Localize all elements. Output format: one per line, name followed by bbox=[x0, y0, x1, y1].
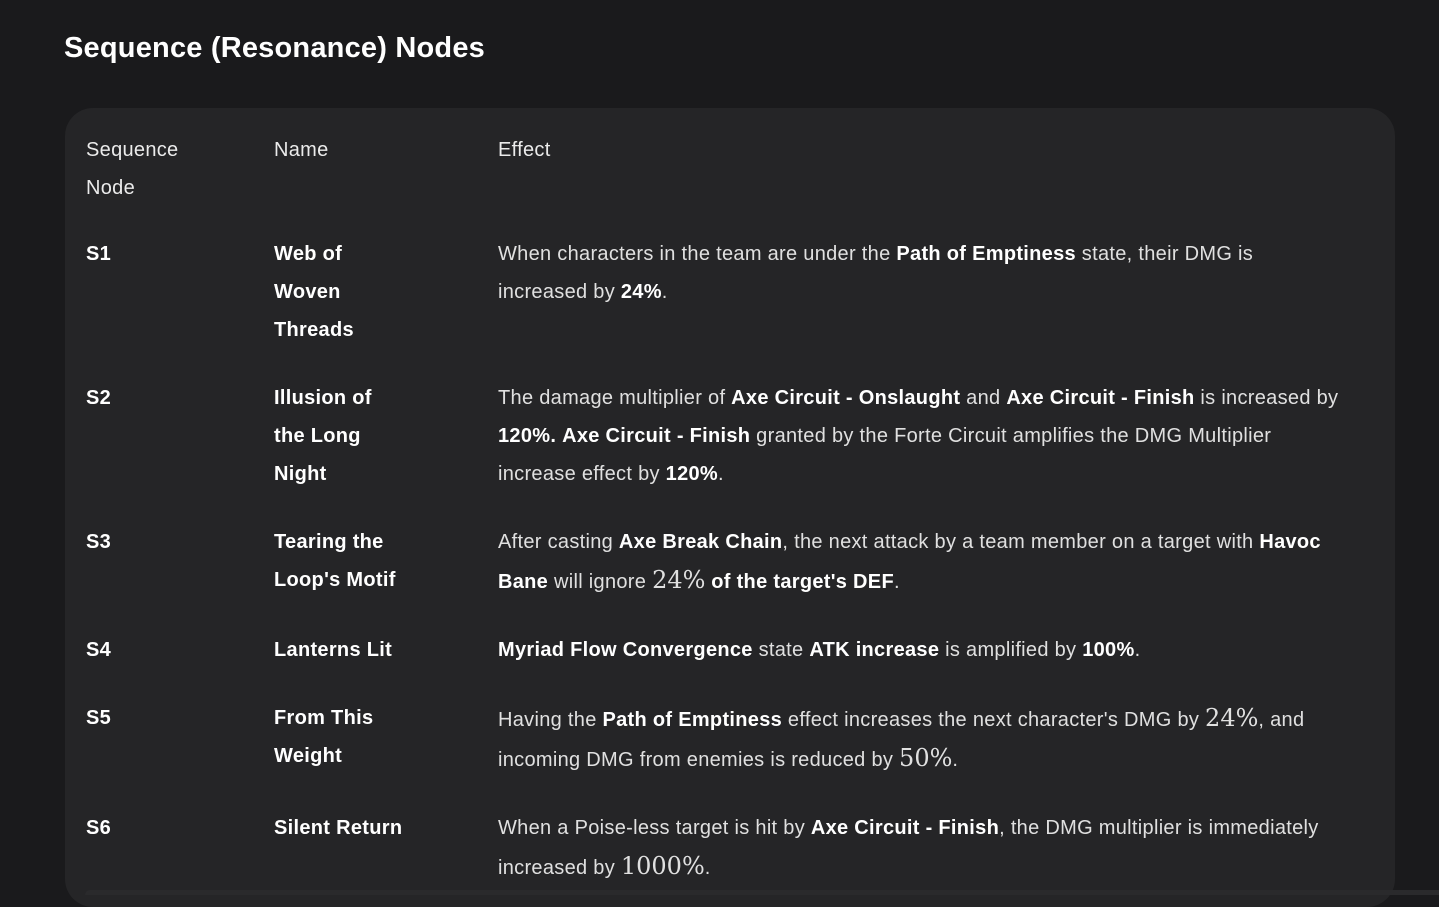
node-cell: S4 bbox=[86, 639, 112, 661]
effect-cell: When characters in the team are under th… bbox=[498, 243, 1254, 303]
effect-cell: Myriad Flow Convergence state ATK increa… bbox=[498, 639, 1141, 661]
effect-cell: The damage multiplier of Axe Circuit - O… bbox=[498, 387, 1339, 485]
effect-cell: When a Poise-less target is hit by Axe C… bbox=[498, 817, 1319, 880]
table-row: S4 Lanterns Lit Myriad Flow Convergence st… bbox=[86, 631, 1339, 669]
name-cell: Illusion of the Long Night bbox=[274, 387, 372, 485]
table-row: S3 Tearing the Loop's Motif After casting … bbox=[86, 523, 1339, 601]
table-body: S1 Web of Woven Threads When characters in… bbox=[86, 235, 1339, 887]
table-row: S2 Illusion of the Long Night The damage m… bbox=[86, 379, 1339, 493]
effect-cell: Having the Path of Emptiness effect incr… bbox=[498, 704, 1305, 772]
name-cell: Silent Return bbox=[274, 817, 403, 839]
name-cell: Tearing the Loop's Motif bbox=[274, 531, 396, 591]
header-effect: Effect bbox=[498, 139, 551, 161]
node-cell: S2 bbox=[86, 387, 112, 409]
table-row: S6 Silent Return When a Poise-less target … bbox=[86, 809, 1339, 887]
next-card-edge bbox=[85, 890, 1439, 895]
header-name: Name bbox=[274, 139, 329, 161]
node-cell: S5 bbox=[86, 707, 112, 729]
node-cell: S3 bbox=[86, 531, 112, 553]
header-sequence-node: Sequence Node bbox=[86, 139, 179, 199]
name-cell: Web of Woven Threads bbox=[274, 243, 354, 341]
node-cell: S1 bbox=[86, 243, 112, 265]
name-cell: From This Weight bbox=[274, 707, 374, 767]
effect-cell: After casting Axe Break Chain, the next … bbox=[498, 531, 1321, 594]
table-row: S1 Web of Woven Threads When characters in… bbox=[86, 235, 1339, 349]
table-header-row: Sequence Node Name Effect bbox=[86, 131, 1339, 207]
table-row: S5 From This Weight Having the Path of Emp… bbox=[86, 699, 1339, 779]
node-cell: S6 bbox=[86, 817, 112, 839]
name-cell: Lanterns Lit bbox=[274, 639, 393, 661]
sequence-nodes-table: Sequence Node Name Effect S1 Web of Woven… bbox=[65, 108, 1395, 907]
page-title: Sequence (Resonance) Nodes bbox=[64, 32, 485, 64]
